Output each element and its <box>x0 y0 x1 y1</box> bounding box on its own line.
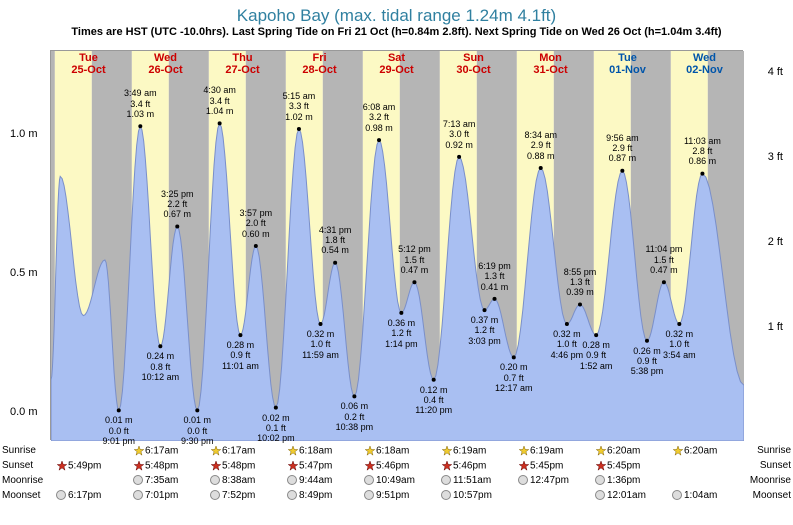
tide-label: 0.12 m0.4 ft11:20 pm <box>409 385 459 416</box>
tide-label: 11:04 pm1.5 ft0.47 m <box>639 244 689 275</box>
tide-label: 7:13 am3.0 ft0.92 m <box>434 119 484 150</box>
tide-label: 0.02 m0.1 ft10:02 pm <box>251 413 301 444</box>
tide-label: 0.06 m0.2 ft10:38 pm <box>329 401 379 432</box>
footer-cell: 12:47pm <box>518 475 595 486</box>
footer-cell: 5:46pm <box>364 460 441 472</box>
tide-label: 0.32 m1.0 ft3:54 am <box>654 329 704 360</box>
footer-cell: 5:45pm <box>518 460 595 472</box>
footer-row-moonrise: MoonriseMoonrise7:35am8:38am9:44am10:49a… <box>50 475 743 490</box>
footer-row-sunset: SunsetSunset5:49pm5:48pm5:48pm5:47pm5:46… <box>50 460 743 475</box>
tide-label: 6:08 am3.2 ft0.98 m <box>354 102 404 133</box>
day-label: Sat29-Oct <box>358 52 435 76</box>
footer-cell: 6:20am <box>672 445 749 457</box>
footer-cell: 6:19am <box>441 445 518 457</box>
ytick-right: 1 ft <box>768 321 783 333</box>
tide-label: 5:12 pm1.5 ft0.47 m <box>389 244 439 275</box>
tide-chart: Kapoho Bay (max. tidal range 1.24m 4.1ft… <box>0 0 793 525</box>
footer-cell: 5:46pm <box>441 460 518 472</box>
footer-cell: 5:48pm <box>210 460 287 472</box>
footer-cell: 9:44am <box>287 475 364 486</box>
footer-cell: 6:18am <box>287 445 364 457</box>
tide-label: 9:56 am2.9 ft0.87 m <box>597 133 647 164</box>
footer-cell: 5:49pm <box>56 460 133 472</box>
tide-label: 0.20 m0.7 ft12:17 am <box>489 362 539 393</box>
footer-cell: 7:01pm <box>133 490 210 501</box>
footer-row-moonset: MoonsetMoonset6:17pm7:01pm7:52pm8:49pm9:… <box>50 490 743 505</box>
tide-label: 8:34 am2.9 ft0.88 m <box>516 130 566 161</box>
chart-title: Kapoho Bay (max. tidal range 1.24m 4.1ft… <box>0 0 793 26</box>
tide-label: 0.01 m0.0 ft9:30 pm <box>172 415 222 446</box>
footer-cell: 12:01am <box>595 490 672 501</box>
day-label: Thu27-Oct <box>204 52 281 76</box>
day-label: Tue01-Nov <box>589 52 666 76</box>
footer-cell: 7:35am <box>133 475 210 486</box>
ytick-right: 4 ft <box>768 66 783 78</box>
footer-cell: 10:49am <box>364 475 441 486</box>
tide-label: 0.37 m1.2 ft3:03 pm <box>460 315 510 346</box>
tide-label: 5:15 am3.3 ft1.02 m <box>274 91 324 122</box>
tide-label: 3:49 am3.4 ft1.03 m <box>115 88 165 119</box>
ytick-left: 1.0 m <box>10 128 38 140</box>
footer-cell: 8:49pm <box>287 490 364 501</box>
tide-label: 0.28 m0.9 ft11:01 am <box>215 340 265 371</box>
footer-cell: 9:51pm <box>364 490 441 501</box>
day-label: Mon31-Oct <box>512 52 589 76</box>
footer-row-sunrise: SunriseSunrise6:17am6:17am6:18am6:18am6:… <box>50 445 743 460</box>
footer-cell: 5:45pm <box>595 460 672 472</box>
ytick-right: 2 ft <box>768 236 783 248</box>
day-label: Sun30-Oct <box>435 52 512 76</box>
tide-label: 6:19 pm1.3 ft0.41 m <box>470 261 520 292</box>
footer-cell: 1:04am <box>672 490 749 501</box>
tide-label: 0.36 m1.2 ft1:14 pm <box>376 318 426 349</box>
tide-label: 4:30 am3.4 ft1.04 m <box>195 85 245 116</box>
day-label: Fri28-Oct <box>281 52 358 76</box>
tide-label: 8:55 pm1.3 ft0.39 m <box>555 267 605 298</box>
plot-area: 0.01 m0.0 ft9:01 pm3:49 am3.4 ft1.03 m0.… <box>50 50 743 440</box>
tide-label: 0.32 m1.0 ft11:59 am <box>296 329 346 360</box>
day-label: Wed26-Oct <box>127 52 204 76</box>
footer-cell: 5:47pm <box>287 460 364 472</box>
tide-label: 0.28 m0.9 ft1:52 am <box>571 340 621 371</box>
footer-cell: 6:17am <box>210 445 287 457</box>
footer-cell: 6:20am <box>595 445 672 457</box>
ytick-left: 0.5 m <box>10 267 38 279</box>
footer-cell: 6:17pm <box>56 490 133 501</box>
tide-label: 3:25 pm2.2 ft0.67 m <box>152 189 202 220</box>
footer-cell: 11:51am <box>441 475 518 486</box>
ytick-left: 0.0 m <box>10 406 38 418</box>
day-label: Tue25-Oct <box>50 52 127 76</box>
tide-label: 0.01 m0.0 ft9:01 pm <box>94 415 144 446</box>
footer-cell: 8:38am <box>210 475 287 486</box>
tide-label: 4:31 pm1.8 ft0.54 m <box>310 225 360 256</box>
footer-cell: 6:19am <box>518 445 595 457</box>
day-label: Wed02-Nov <box>666 52 743 76</box>
footer-cell: 5:48pm <box>133 460 210 472</box>
footer-cell: 7:52pm <box>210 490 287 501</box>
chart-subtitle: Times are HST (UTC -10.0hrs). Last Sprin… <box>0 26 793 40</box>
footer-cell: 1:36pm <box>595 475 672 486</box>
tide-label: 3:57 pm2.0 ft0.60 m <box>231 208 281 239</box>
ytick-right: 3 ft <box>768 151 783 163</box>
footer-cell: 6:18am <box>364 445 441 457</box>
tide-label: 0.24 m0.8 ft10:12 am <box>135 351 185 382</box>
footer-cell: 10:57pm <box>441 490 518 501</box>
tide-label: 11:03 am2.8 ft0.86 m <box>677 136 727 167</box>
footer-cell: 6:17am <box>133 445 210 457</box>
